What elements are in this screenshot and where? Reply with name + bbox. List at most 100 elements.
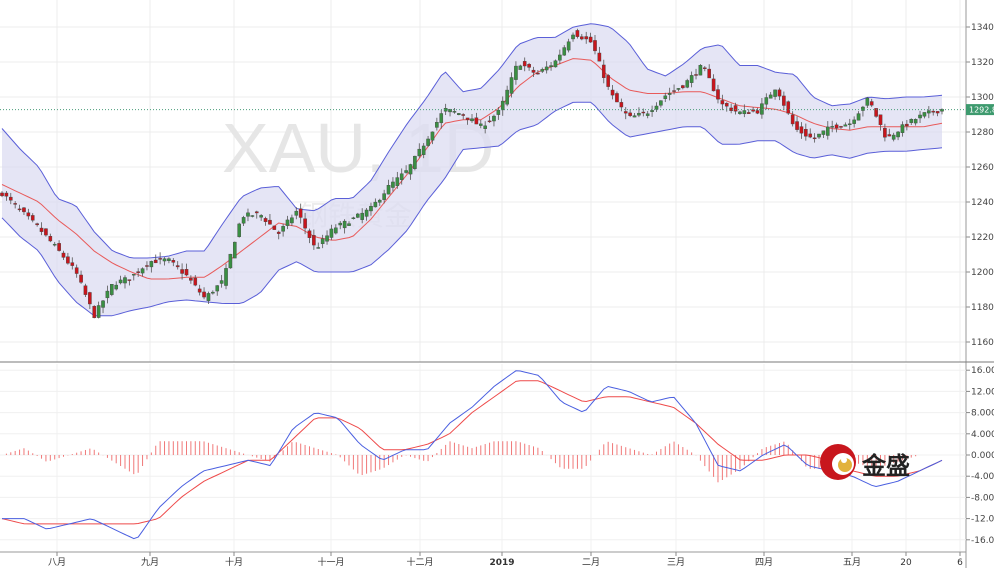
candle-body [290, 217, 294, 224]
candle [588, 32, 593, 43]
candle [35, 222, 39, 227]
candle [703, 66, 707, 72]
candle-body [663, 95, 668, 99]
candle [804, 123, 808, 141]
candle-body [905, 123, 909, 127]
time-tick-label: 二月 [582, 557, 600, 568]
macd-grid [0, 364, 966, 552]
candle-body [549, 65, 553, 67]
candle-body [760, 103, 764, 115]
candle-body [79, 274, 83, 283]
candle-body [483, 125, 487, 129]
candle-body [233, 241, 237, 259]
price-tick-label: 1200.0 [971, 268, 994, 278]
candle [839, 125, 843, 129]
candle [457, 112, 461, 116]
candle [211, 290, 215, 295]
candle [808, 128, 813, 139]
candle-body [571, 34, 575, 40]
candle [566, 38, 571, 53]
macd-histogram [5, 441, 917, 483]
candle [320, 234, 325, 249]
candle [391, 177, 395, 192]
candle [17, 204, 22, 212]
candle [799, 122, 804, 139]
candle-body [228, 253, 233, 269]
candle-body [795, 121, 799, 130]
time-tick-label: 九月 [141, 557, 159, 568]
candle [149, 260, 154, 273]
candle [79, 270, 83, 284]
candle-body [782, 95, 786, 106]
candle-body [298, 208, 303, 218]
candle [549, 62, 553, 71]
candle-body [720, 100, 725, 105]
candle [628, 109, 632, 118]
candle [215, 285, 220, 296]
candle-body [0, 192, 4, 197]
candle [382, 189, 386, 204]
candle-body [606, 75, 610, 87]
candle-body [417, 148, 422, 157]
candle [465, 117, 470, 125]
candle [237, 222, 241, 238]
candle-body [386, 185, 391, 195]
candle [861, 105, 865, 117]
candle [645, 111, 650, 119]
candle [13, 201, 17, 209]
candle-body [101, 300, 105, 308]
candle-body [114, 284, 119, 290]
candle [654, 102, 659, 112]
candle-body [189, 278, 193, 281]
candle [312, 229, 316, 250]
candle [812, 133, 817, 143]
candle [760, 98, 764, 119]
candle-body [153, 259, 158, 264]
candle-body [650, 110, 654, 112]
candle [298, 203, 303, 224]
candle-body [896, 131, 900, 138]
candle [865, 97, 870, 109]
candle-body [127, 279, 132, 281]
candle-body [237, 223, 241, 237]
candle [927, 106, 931, 119]
candle-body [755, 110, 760, 114]
time-tick-label: 十二月 [406, 556, 433, 568]
candle-body [588, 36, 593, 43]
candle [145, 261, 149, 271]
candle [474, 112, 479, 125]
candle [263, 216, 268, 226]
candle [825, 121, 830, 140]
candle [61, 250, 66, 260]
candle [360, 208, 364, 224]
candle [52, 241, 57, 247]
candle [22, 207, 26, 216]
candle-body [149, 261, 154, 268]
candle-body [865, 97, 870, 106]
candle-body [184, 269, 189, 276]
candle [896, 130, 900, 141]
candle [8, 192, 13, 205]
candle-body [373, 201, 378, 208]
candle-body [817, 133, 821, 138]
candle-body [878, 114, 883, 126]
candle-body [799, 126, 804, 134]
candle [847, 118, 852, 130]
candle-body [404, 170, 408, 173]
candle-body [285, 219, 290, 226]
candle-body [118, 279, 123, 284]
candle-body [632, 115, 637, 118]
logo-dot [841, 457, 847, 463]
candle [347, 221, 351, 226]
candle-body [382, 193, 386, 200]
candle [694, 68, 698, 80]
candle [483, 121, 487, 134]
time-axis: 八月 九月 十月 十一月 十二月 2019 二月 三月 四月 五月 20 6 [0, 551, 966, 568]
candle-body [193, 277, 198, 286]
candle-body [272, 225, 277, 230]
last-price-label: 1292.8 [969, 106, 994, 115]
candle [57, 240, 61, 252]
candle [250, 215, 255, 218]
